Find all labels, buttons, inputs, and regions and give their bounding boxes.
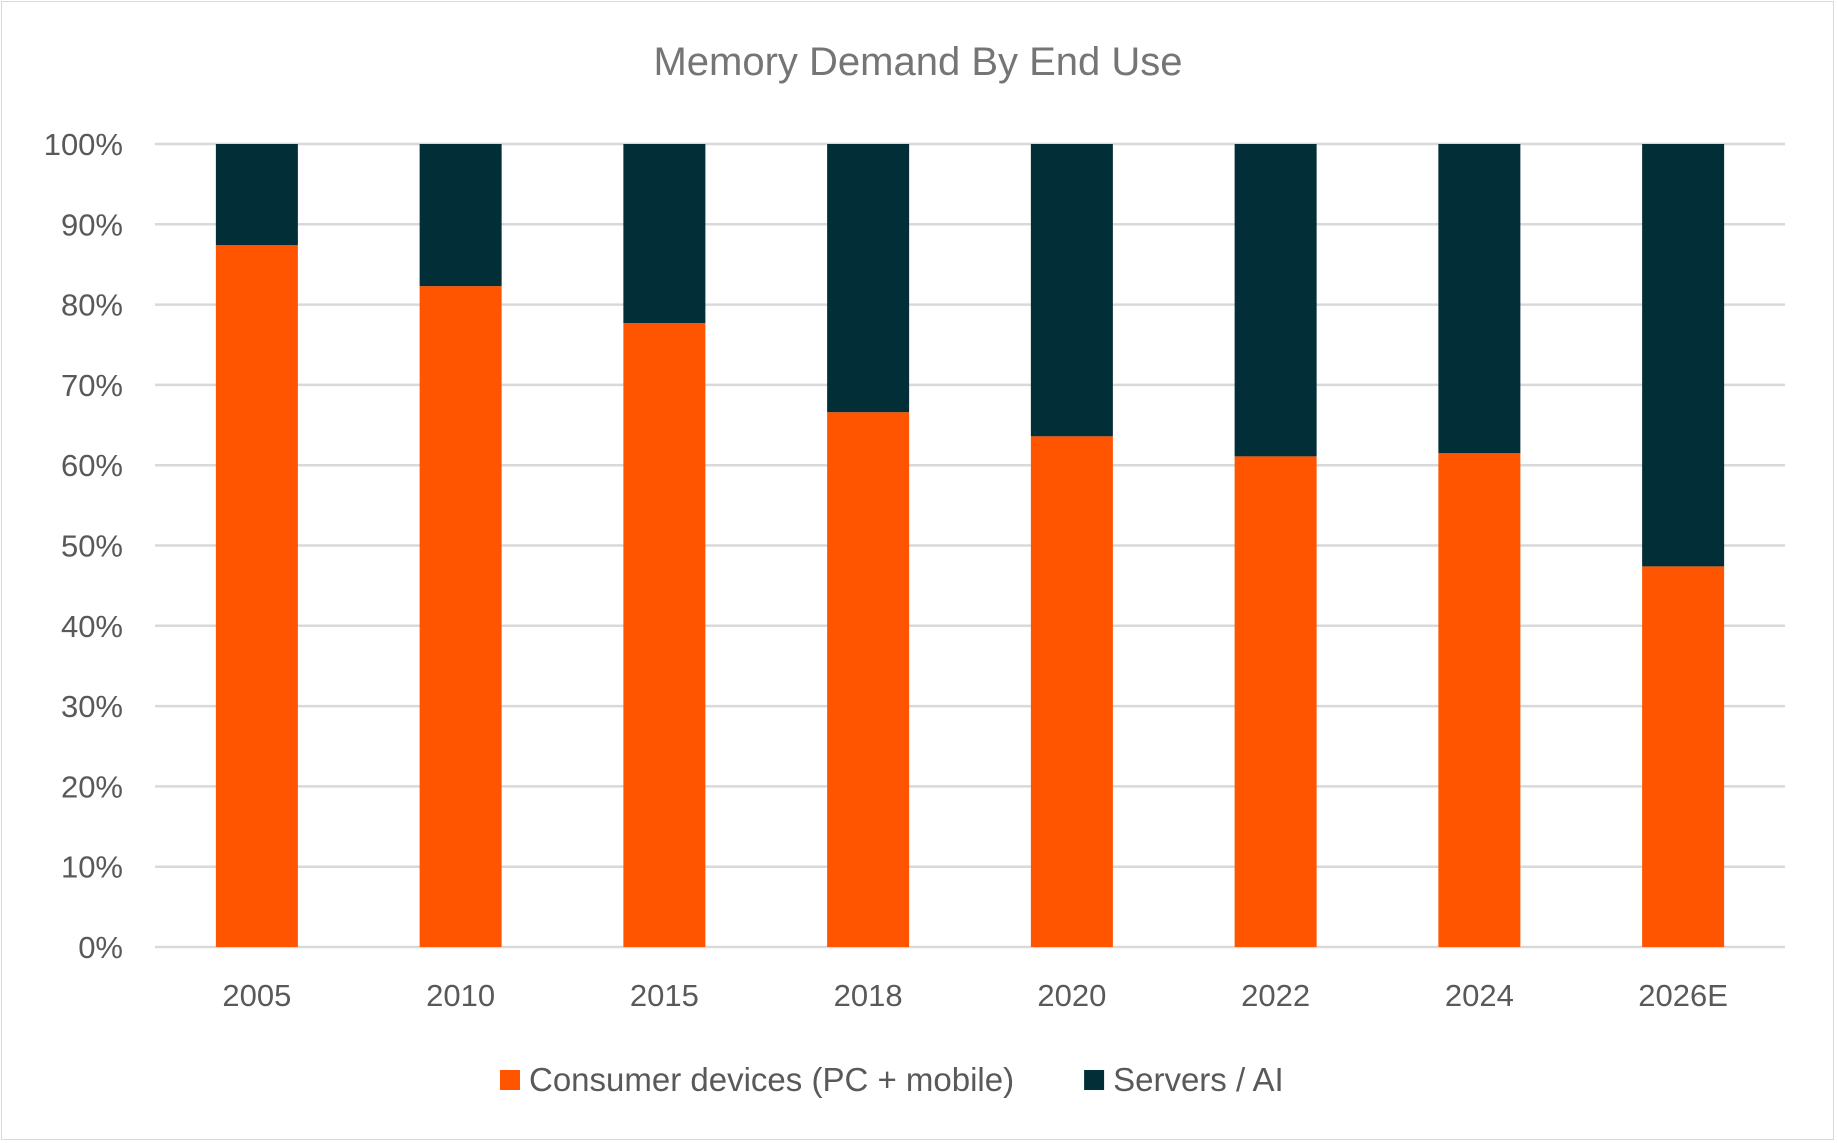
x-tick-label: 2024 — [1445, 978, 1514, 1013]
bar-servers-2015 — [623, 144, 706, 324]
x-tick-label: 2022 — [1241, 978, 1310, 1013]
bar-servers-2020 — [1030, 144, 1113, 437]
bar-consumer-2022 — [1234, 456, 1317, 947]
bar-consumer-2010 — [419, 286, 502, 948]
bar-consumer-2026E — [1642, 566, 1725, 947]
y-tick-label: 0% — [78, 930, 123, 965]
chart-title: Memory Demand By End Use — [653, 40, 1182, 84]
x-tick-label: 2018 — [834, 978, 903, 1013]
y-tick-label: 30% — [61, 689, 123, 724]
x-tick-label: 2005 — [222, 978, 291, 1013]
bar-servers-2010 — [419, 144, 502, 287]
bar-servers-2024 — [1438, 144, 1521, 454]
bar-servers-2026E — [1642, 144, 1725, 567]
y-tick-label: 10% — [61, 850, 123, 885]
bar-servers-2018 — [827, 144, 910, 413]
bars — [215, 144, 1725, 948]
x-tick-label: 2026E — [1638, 978, 1728, 1013]
y-tick-label: 70% — [61, 368, 123, 403]
y-tick-label: 100% — [44, 127, 123, 162]
y-tick-label: 60% — [61, 448, 123, 483]
y-tick-label: 40% — [61, 609, 123, 644]
x-axis-ticks: 2005 2010 2015 2018 2020 2022 2024 2026E — [222, 978, 1728, 1013]
bar-consumer-2018 — [827, 412, 910, 947]
y-tick-label: 50% — [61, 529, 123, 564]
x-tick-label: 2015 — [630, 978, 699, 1013]
y-tick-label: 90% — [61, 207, 123, 242]
x-tick-label: 2010 — [426, 978, 495, 1013]
gridlines — [155, 142, 1785, 949]
bar-consumer-2015 — [623, 323, 706, 948]
legend-label: Consumer devices (PC + mobile) — [529, 1061, 1014, 1098]
bar-consumer-2024 — [1438, 453, 1521, 947]
legend-swatch — [1084, 1070, 1105, 1090]
legend: Consumer devices (PC + mobile) Servers / … — [500, 1061, 1284, 1098]
y-axis-ticks: 0% 10% 20% 30% 40% 50% 60% 70% 80% 90% 100% — [44, 127, 123, 965]
legend-label: Servers / AI — [1113, 1061, 1284, 1098]
bar-consumer-2005 — [215, 245, 298, 948]
legend-swatch — [500, 1070, 520, 1090]
bar-consumer-2020 — [1030, 436, 1113, 947]
y-tick-label: 80% — [61, 288, 123, 323]
bar-servers-2005 — [215, 144, 298, 246]
x-tick-label: 2020 — [1037, 978, 1106, 1013]
y-tick-label: 20% — [61, 769, 123, 804]
bar-servers-2022 — [1234, 144, 1317, 457]
